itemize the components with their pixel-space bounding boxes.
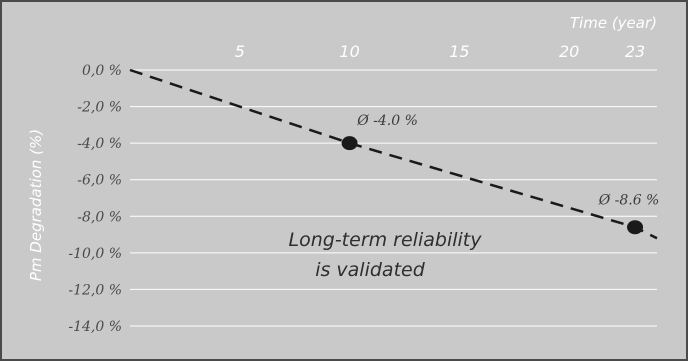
y-tick-label: ‑8,0 % xyxy=(77,209,122,225)
annotation-line-2: is validated xyxy=(315,259,426,281)
data-label: Ø -8.6 % xyxy=(598,192,660,208)
x-tick-label: 23 xyxy=(625,42,645,61)
series-line xyxy=(129,68,658,240)
x-tick-label: 10 xyxy=(339,42,359,61)
data-label: Ø -4.0 % xyxy=(356,113,418,129)
y-tick-label: ‑14,0 % xyxy=(68,319,122,335)
x-tick-label: 20 xyxy=(559,42,579,61)
x-tick-label: 15 xyxy=(449,42,469,61)
y-tick-label: ‑10,0 % xyxy=(68,246,122,262)
y-tick-label: ‑2,0 % xyxy=(77,100,122,116)
y-tick-label: ‑4,0 % xyxy=(77,136,122,152)
x-tick-label: 5 xyxy=(235,42,245,61)
x-axis-label: Time (year) xyxy=(570,14,657,32)
y-tick-label: 0,0 % xyxy=(82,63,122,79)
y-axis-label: Pm Degradation (%) xyxy=(27,129,45,281)
annotation-line-1: Long-term reliability xyxy=(289,229,483,251)
y-tick-label: ‑6,0 % xyxy=(77,173,122,189)
data-point xyxy=(341,136,358,151)
data-point xyxy=(627,220,644,235)
y-tick-label: ‑12,0 % xyxy=(68,282,122,298)
